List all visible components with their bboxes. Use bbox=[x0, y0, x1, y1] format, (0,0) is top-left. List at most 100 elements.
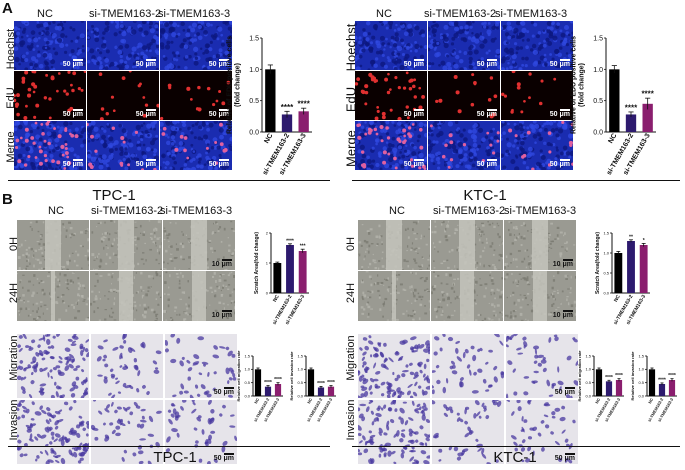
scale-bar-label: 50 μm bbox=[135, 161, 156, 168]
y-tick-label: 0 bbox=[266, 290, 269, 295]
y-tick-label: 1.5 bbox=[638, 353, 644, 358]
y-tick-label: 1.5 bbox=[603, 230, 609, 235]
col-label-si3: si-TMEM163-3 bbox=[495, 8, 568, 20]
group-title: KTC-1 bbox=[463, 187, 507, 204]
bar bbox=[615, 380, 623, 396]
bar bbox=[298, 111, 309, 132]
scale-bar: 50 μm bbox=[214, 387, 234, 396]
scale-bar: 50 μm bbox=[477, 159, 497, 168]
scale-bar-line bbox=[563, 259, 573, 261]
scale-bar-label: 50 μm bbox=[403, 61, 424, 68]
scale-bar-label: 50 μm bbox=[213, 389, 234, 396]
scale-bar-label: 50 μm bbox=[62, 61, 83, 68]
scale-bar-line bbox=[224, 387, 234, 389]
scale-bar-label: 10 μm bbox=[552, 261, 573, 268]
significance-label: **** bbox=[615, 373, 623, 379]
scale-bar-label: 50 μm bbox=[208, 61, 229, 68]
y-tick-label: 0.0 bbox=[585, 393, 591, 398]
micrograph-texture bbox=[163, 220, 235, 270]
micrograph-cell bbox=[91, 400, 163, 464]
scale-bar: 50 μm bbox=[477, 109, 497, 118]
micrograph-cell: 50 μm bbox=[87, 21, 159, 70]
micrograph-texture bbox=[355, 71, 427, 120]
scale-bar-line bbox=[73, 109, 83, 111]
x-tick-label: si-TMEM163-2 bbox=[262, 132, 291, 176]
group-underline bbox=[352, 180, 680, 181]
significance-label: **** bbox=[625, 103, 638, 112]
micrograph-texture bbox=[17, 271, 89, 321]
scale-bar: 50 μm bbox=[550, 159, 570, 168]
micrograph-texture bbox=[160, 121, 232, 170]
micrograph-cell: 50 μm bbox=[14, 71, 86, 120]
row-label-invasion: Invasion bbox=[345, 399, 357, 441]
scale-bar: 50 μm bbox=[209, 109, 229, 118]
micrograph-cell bbox=[358, 271, 430, 321]
significance-label: **** bbox=[327, 380, 335, 386]
micrograph-texture bbox=[501, 71, 573, 120]
scale-bar-line bbox=[219, 159, 229, 161]
y-tick-label: 1 bbox=[266, 260, 269, 265]
micrograph-texture bbox=[87, 21, 159, 70]
micrograph-cell: 50 μm bbox=[14, 121, 86, 170]
scale-bar-line bbox=[414, 159, 424, 161]
micrograph-texture bbox=[428, 21, 500, 70]
scale-bar-label: 50 μm bbox=[549, 61, 570, 68]
micrograph-cell: 50 μm bbox=[14, 21, 86, 70]
micrograph-texture bbox=[355, 21, 427, 70]
micrograph-cell: 50 μm bbox=[165, 400, 237, 464]
micrograph-cell bbox=[91, 334, 163, 398]
micrograph-cell: 50 μm bbox=[87, 121, 159, 170]
scale-bar: 50 μm bbox=[404, 159, 424, 168]
y-axis-label: Relative cell invasion rate bbox=[630, 351, 635, 401]
bar bbox=[281, 114, 293, 132]
micrograph-cell: 50 μm bbox=[355, 121, 427, 170]
scale-bar-label: 50 μm bbox=[476, 161, 497, 168]
group-title: TPC-1 bbox=[153, 449, 197, 466]
x-tick-label: si-TMEM163-2 bbox=[606, 132, 635, 176]
micrograph-cell bbox=[90, 220, 162, 270]
significance-label: **** bbox=[658, 377, 666, 383]
x-tick-label: si-TMEM163-3 bbox=[625, 294, 647, 326]
y-tick-label: 1.5 bbox=[297, 353, 303, 358]
scale-bar: 50 μm bbox=[404, 109, 424, 118]
x-tick-label: NC bbox=[594, 397, 601, 405]
scale-bar: 50 μm bbox=[63, 159, 83, 168]
micrograph-cell: 50 μm bbox=[501, 21, 573, 70]
y-axis-label: (fold change) bbox=[235, 63, 242, 107]
col-label-si3: si-TMEM163-3 bbox=[504, 205, 577, 217]
scale-bar-line bbox=[565, 453, 575, 455]
micrograph-texture bbox=[91, 334, 163, 398]
bar bbox=[274, 384, 282, 396]
y-axis-label: Scratch Area(fold change) bbox=[595, 232, 601, 294]
x-tick-label: NC bbox=[607, 133, 618, 145]
micrograph-texture bbox=[358, 271, 430, 321]
row-label-24h: 24H bbox=[345, 282, 357, 304]
y-tick-label: 1.0 bbox=[603, 250, 609, 255]
micrograph-cell bbox=[358, 220, 430, 270]
y-tick-label: 0.5 bbox=[603, 270, 609, 275]
panel-letter-a: A bbox=[2, 0, 13, 17]
scale-bar-label: 50 μm bbox=[403, 161, 424, 168]
bar bbox=[307, 369, 315, 396]
micrograph-texture bbox=[14, 121, 86, 170]
significance-label: ** bbox=[629, 234, 633, 240]
bar bbox=[625, 114, 637, 132]
bar bbox=[595, 369, 603, 396]
y-axis-label: Relative cell invasion rate bbox=[289, 351, 294, 401]
scale-bar-label: 50 μm bbox=[549, 161, 570, 168]
scale-bar: 50 μm bbox=[136, 109, 156, 118]
micrograph-texture bbox=[358, 334, 430, 398]
bar bbox=[298, 251, 307, 293]
scale-bar-line bbox=[560, 159, 570, 161]
y-tick-label: 0.0 bbox=[244, 393, 250, 398]
x-tick-label: si-TMEM163-2 bbox=[594, 396, 612, 422]
micrograph-cell: 50 μm bbox=[506, 334, 578, 398]
y-tick-label: 0.0 bbox=[593, 129, 603, 136]
scale-bar: 50 μm bbox=[550, 109, 570, 118]
significance-label: **** bbox=[297, 100, 310, 109]
micrograph-cell bbox=[90, 271, 162, 321]
x-tick-label: si-TMEM163-2 bbox=[253, 396, 271, 422]
micrograph-cell bbox=[17, 334, 89, 398]
y-tick-label: 1.0 bbox=[638, 367, 644, 372]
scale-bar: 50 μm bbox=[136, 159, 156, 168]
